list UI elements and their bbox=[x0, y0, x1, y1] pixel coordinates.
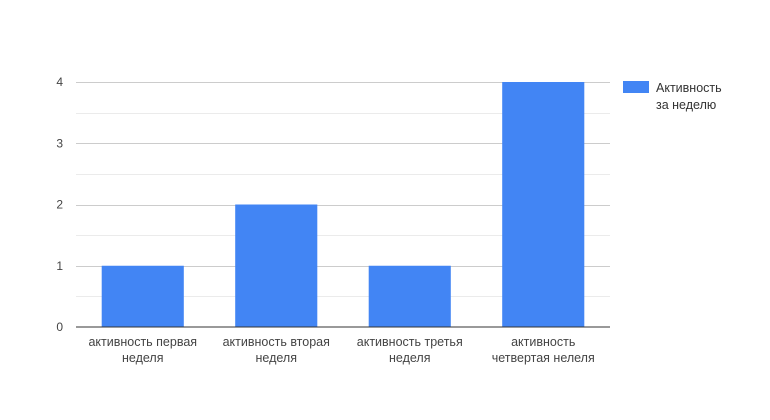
legend-swatch bbox=[623, 81, 649, 93]
y-tick-label: 3 bbox=[56, 136, 63, 150]
y-tick-label: 0 bbox=[56, 320, 63, 334]
x-category-label-line: активность первая bbox=[88, 335, 197, 349]
y-tick-label: 4 bbox=[56, 75, 63, 89]
x-category-label-line: неделя bbox=[122, 351, 163, 365]
y-tick-label: 1 bbox=[56, 259, 63, 273]
bar bbox=[101, 265, 184, 327]
bar bbox=[368, 265, 451, 327]
y-tick-label: 2 bbox=[56, 198, 63, 212]
x-category-label: активность вторая неделя bbox=[223, 335, 330, 365]
x-category-label: активность третья неделя bbox=[357, 335, 463, 365]
legend: Активность за неделю bbox=[623, 81, 722, 112]
x-category-label-line: неделя bbox=[256, 351, 297, 365]
legend-label-line: Активность bbox=[656, 81, 722, 95]
x-category-label: активность четвертая нелеля bbox=[492, 335, 595, 365]
x-category-label-line: активность вторая bbox=[223, 335, 330, 349]
legend-label-line: за неделю bbox=[656, 98, 716, 112]
bars bbox=[101, 82, 585, 327]
x-category-label-line: четвертая нелеля bbox=[492, 351, 595, 365]
y-tick-labels: 0 1 2 3 4 bbox=[56, 75, 63, 334]
x-category-label: активность первая неделя bbox=[88, 335, 197, 365]
x-category-label-line: активность bbox=[511, 335, 575, 349]
legend-label: Активность за неделю bbox=[656, 81, 722, 112]
bar bbox=[502, 82, 585, 327]
x-category-label-line: активность третья bbox=[357, 335, 463, 349]
bar bbox=[235, 204, 318, 327]
x-category-label-line: неделя bbox=[389, 351, 430, 365]
